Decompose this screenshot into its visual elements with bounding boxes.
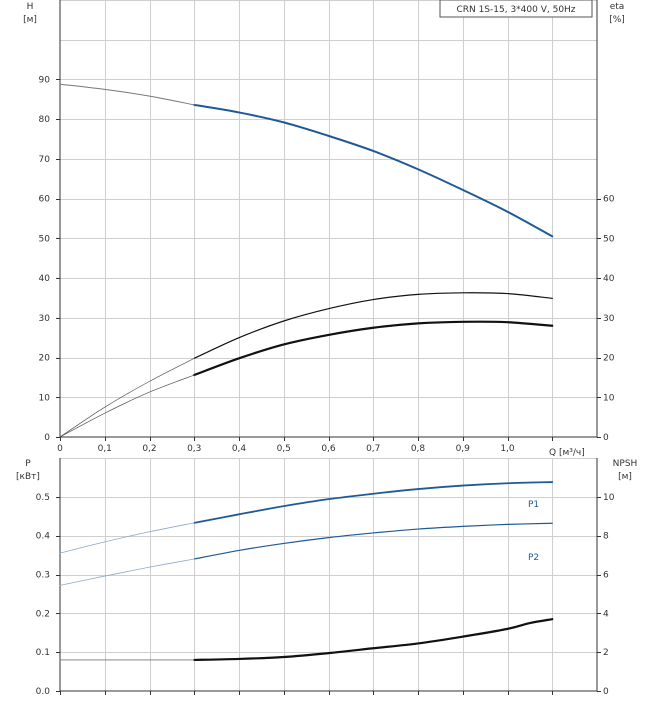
series-label-p2: P2 <box>528 553 539 563</box>
bottom-left-tick-label: 0.4 <box>36 532 51 542</box>
bottom-left-axis-title: P <box>25 459 31 469</box>
top-series-1-line <box>59 83 195 106</box>
x-tick-label: 0,2 <box>142 444 156 454</box>
top-left-tick-label: 0 <box>44 433 50 443</box>
top-series-0-line <box>193 103 554 238</box>
top-left-tick-label: 80 <box>39 115 51 125</box>
x-tick-label: 1,0 <box>500 444 515 454</box>
top-left-tick-label: 90 <box>39 75 51 85</box>
bottom-right-tick-label: 4 <box>603 609 609 619</box>
x-tick-label: 0,5 <box>277 444 291 454</box>
top-left-tick-label: 30 <box>39 314 51 324</box>
bottom-right-tick-label: 8 <box>603 532 609 542</box>
bottom-right-axis-title: NPSH <box>613 459 638 469</box>
x-tick-label: 0,8 <box>411 444 426 454</box>
bottom-series-0-line <box>193 481 554 524</box>
top-left-tick-label: 50 <box>39 234 51 244</box>
x-tick-label: 0,9 <box>456 444 471 454</box>
x-tick-label: 0,3 <box>187 444 201 454</box>
x-tick-label: 0 <box>57 444 63 454</box>
bottom-left-tick-label: 0.0 <box>36 687 51 697</box>
bottom-series-1-line <box>59 522 195 554</box>
series-label-p1: P1 <box>528 500 539 510</box>
top-series-3-line <box>59 357 195 438</box>
x-tick-label: 0,1 <box>98 444 112 454</box>
x-tick-label: 0,7 <box>366 444 380 454</box>
bottom-right-axis-unit: [м] <box>618 472 632 482</box>
bottom-series-3-line <box>59 558 195 586</box>
top-right-tick-label: 40 <box>603 274 615 284</box>
top-left-tick-label: 20 <box>39 354 51 364</box>
top-right-tick-label: 0 <box>603 433 609 443</box>
bottom-gridlines <box>60 458 597 691</box>
x-tick-label: 0,6 <box>321 444 336 454</box>
bottom-right-tick-label: 2 <box>603 648 609 658</box>
top-right-axis-unit: [%] <box>609 15 625 25</box>
top-left-tick-label: 70 <box>39 155 51 165</box>
bottom-tick-marks: 0.0 0.1 0.2 0.3 0.4 0.5 0 2 4 6 8 10 <box>36 493 615 697</box>
top-left-tick-label: 60 <box>39 195 51 205</box>
top-right-tick-label: 50 <box>603 234 615 244</box>
bottom-series-2-line <box>193 522 553 560</box>
bottom-left-tick-label: 0.2 <box>36 609 50 619</box>
bottom-right-tick-label: 6 <box>603 571 609 581</box>
bottom-left-tick-label: 0.3 <box>36 571 50 581</box>
top-right-tick-label: 30 <box>603 314 615 324</box>
top-left-axis-title: H <box>27 2 34 12</box>
top-series-2-line <box>193 292 553 359</box>
top-series-group <box>59 83 554 438</box>
x-tick-label: 0,4 <box>232 444 247 454</box>
top-left-tick-label: 10 <box>39 393 51 403</box>
chart-title-box <box>439 0 593 18</box>
chart-title: CRN 1S-15, 3*400 V, 50Hz <box>456 5 575 15</box>
top-series-4-line <box>193 320 554 377</box>
bottom-left-axis-unit: [кВт] <box>16 472 40 482</box>
top-series-5-line <box>59 374 195 438</box>
top-right-axis-title: eta <box>610 2 625 12</box>
x-axis-title: Q [м³/ч] <box>549 448 585 458</box>
bottom-right-tick-label: 0 <box>603 687 609 697</box>
bottom-left-tick-label: 0.5 <box>36 493 50 503</box>
bottom-left-tick-label: 0.1 <box>36 648 50 658</box>
top-left-tick-label: 40 <box>39 274 51 284</box>
top-right-tick-label: 20 <box>603 354 615 364</box>
top-gridlines <box>60 0 597 437</box>
bottom-series-4-line <box>193 618 554 662</box>
bottom-series-group <box>59 481 554 662</box>
top-right-tick-label: 60 <box>603 195 615 205</box>
bottom-right-tick-label: 10 <box>603 493 615 503</box>
top-tick-marks: 0 10 20 30 40 50 60 70 80 90 0 10 20 30 40 50 60 0 0,1 0,2 0… <box>39 75 615 454</box>
top-right-tick-label: 10 <box>603 393 615 403</box>
top-left-axis-unit: [м] <box>23 15 37 25</box>
